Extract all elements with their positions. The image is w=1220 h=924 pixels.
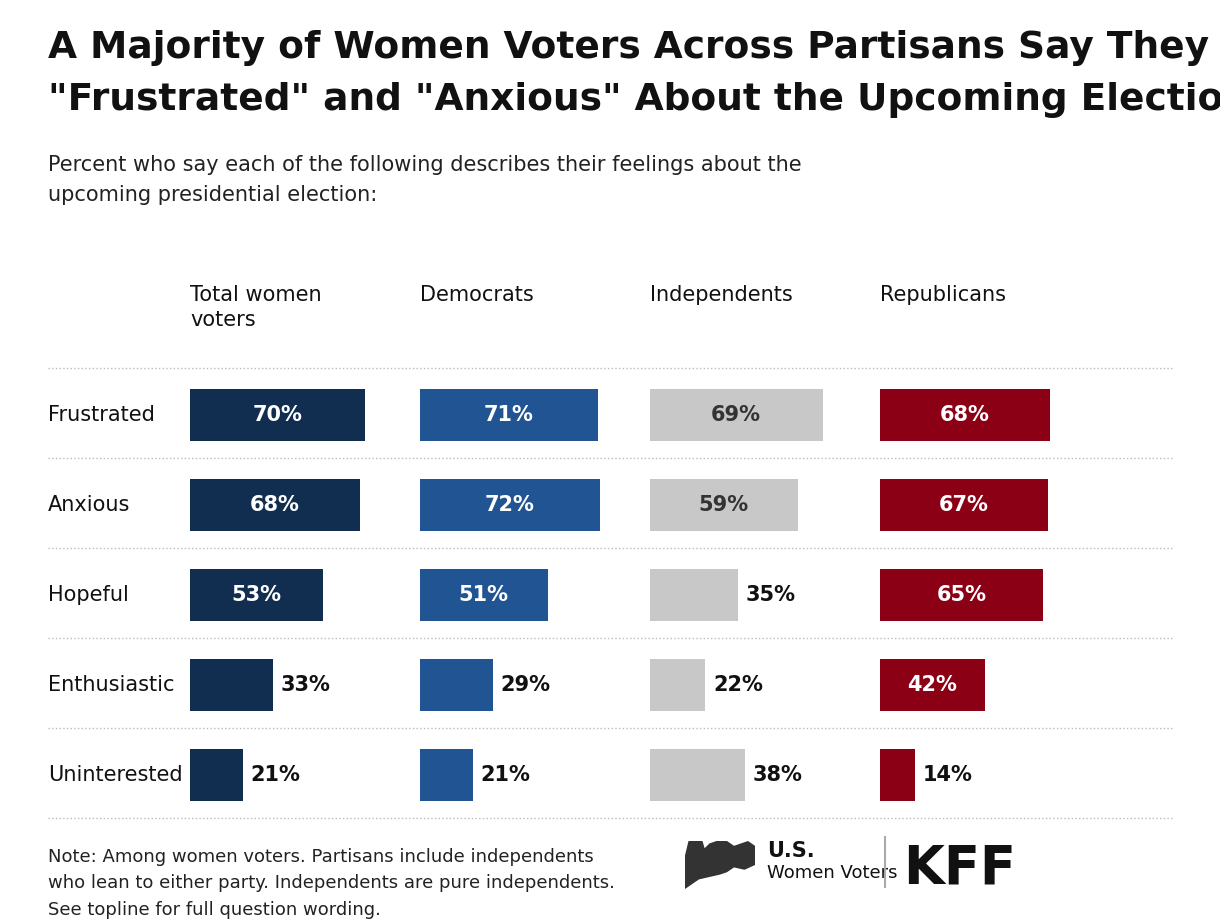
Polygon shape xyxy=(684,841,755,889)
Bar xyxy=(420,479,600,531)
Bar xyxy=(650,389,822,441)
Text: 71%: 71% xyxy=(484,405,533,425)
Text: 72%: 72% xyxy=(486,495,534,515)
Text: 69%: 69% xyxy=(711,405,761,425)
Bar xyxy=(880,749,915,801)
Text: Hopeful: Hopeful xyxy=(48,585,129,605)
Text: 21%: 21% xyxy=(250,765,300,785)
Bar xyxy=(650,749,745,801)
Text: 68%: 68% xyxy=(250,495,300,515)
Text: Total women
voters: Total women voters xyxy=(190,285,322,330)
Text: 14%: 14% xyxy=(924,765,972,785)
Text: 68%: 68% xyxy=(941,405,989,425)
Text: A Majority of Women Voters Across Partisans Say They Feel: A Majority of Women Voters Across Partis… xyxy=(48,30,1220,66)
Text: Women Voters: Women Voters xyxy=(767,864,898,882)
Bar xyxy=(420,389,598,441)
Bar xyxy=(190,749,243,801)
Text: 35%: 35% xyxy=(745,585,795,605)
Text: 21%: 21% xyxy=(481,765,531,785)
Text: Uninterested: Uninterested xyxy=(48,765,183,785)
Bar xyxy=(880,389,1050,441)
Text: 59%: 59% xyxy=(699,495,749,515)
Bar xyxy=(880,659,985,711)
Bar xyxy=(190,659,272,711)
Bar xyxy=(880,569,1043,621)
Text: 67%: 67% xyxy=(939,495,988,515)
Text: Note: Among women voters. Partisans include independents
who lean to either part: Note: Among women voters. Partisans incl… xyxy=(48,848,615,918)
Text: 22%: 22% xyxy=(712,675,762,695)
Bar xyxy=(880,479,1048,531)
Text: Independents: Independents xyxy=(650,285,793,305)
Text: 65%: 65% xyxy=(936,585,986,605)
Text: 51%: 51% xyxy=(459,585,509,605)
Text: Frustrated: Frustrated xyxy=(48,405,155,425)
Text: U.S.: U.S. xyxy=(767,841,815,861)
Bar xyxy=(650,569,738,621)
Bar xyxy=(650,479,798,531)
Text: "Frustrated" and "Anxious" About the Upcoming Election: "Frustrated" and "Anxious" About the Upc… xyxy=(48,82,1220,118)
Text: Percent who say each of the following describes their feelings about the
upcomin: Percent who say each of the following de… xyxy=(48,155,802,204)
Text: 33%: 33% xyxy=(281,675,331,695)
Bar xyxy=(190,479,360,531)
Bar xyxy=(650,659,705,711)
Text: 29%: 29% xyxy=(500,675,550,695)
Text: 42%: 42% xyxy=(908,675,958,695)
Text: Anxious: Anxious xyxy=(48,495,131,515)
Bar xyxy=(420,659,493,711)
Text: 70%: 70% xyxy=(253,405,303,425)
Bar xyxy=(190,569,322,621)
Bar xyxy=(420,569,548,621)
Text: KFF: KFF xyxy=(903,843,1016,895)
Text: Enthusiastic: Enthusiastic xyxy=(48,675,174,695)
Text: 38%: 38% xyxy=(753,765,803,785)
Bar xyxy=(190,389,365,441)
Text: Republicans: Republicans xyxy=(880,285,1006,305)
Bar xyxy=(420,749,472,801)
Text: 53%: 53% xyxy=(232,585,282,605)
Text: Democrats: Democrats xyxy=(420,285,534,305)
